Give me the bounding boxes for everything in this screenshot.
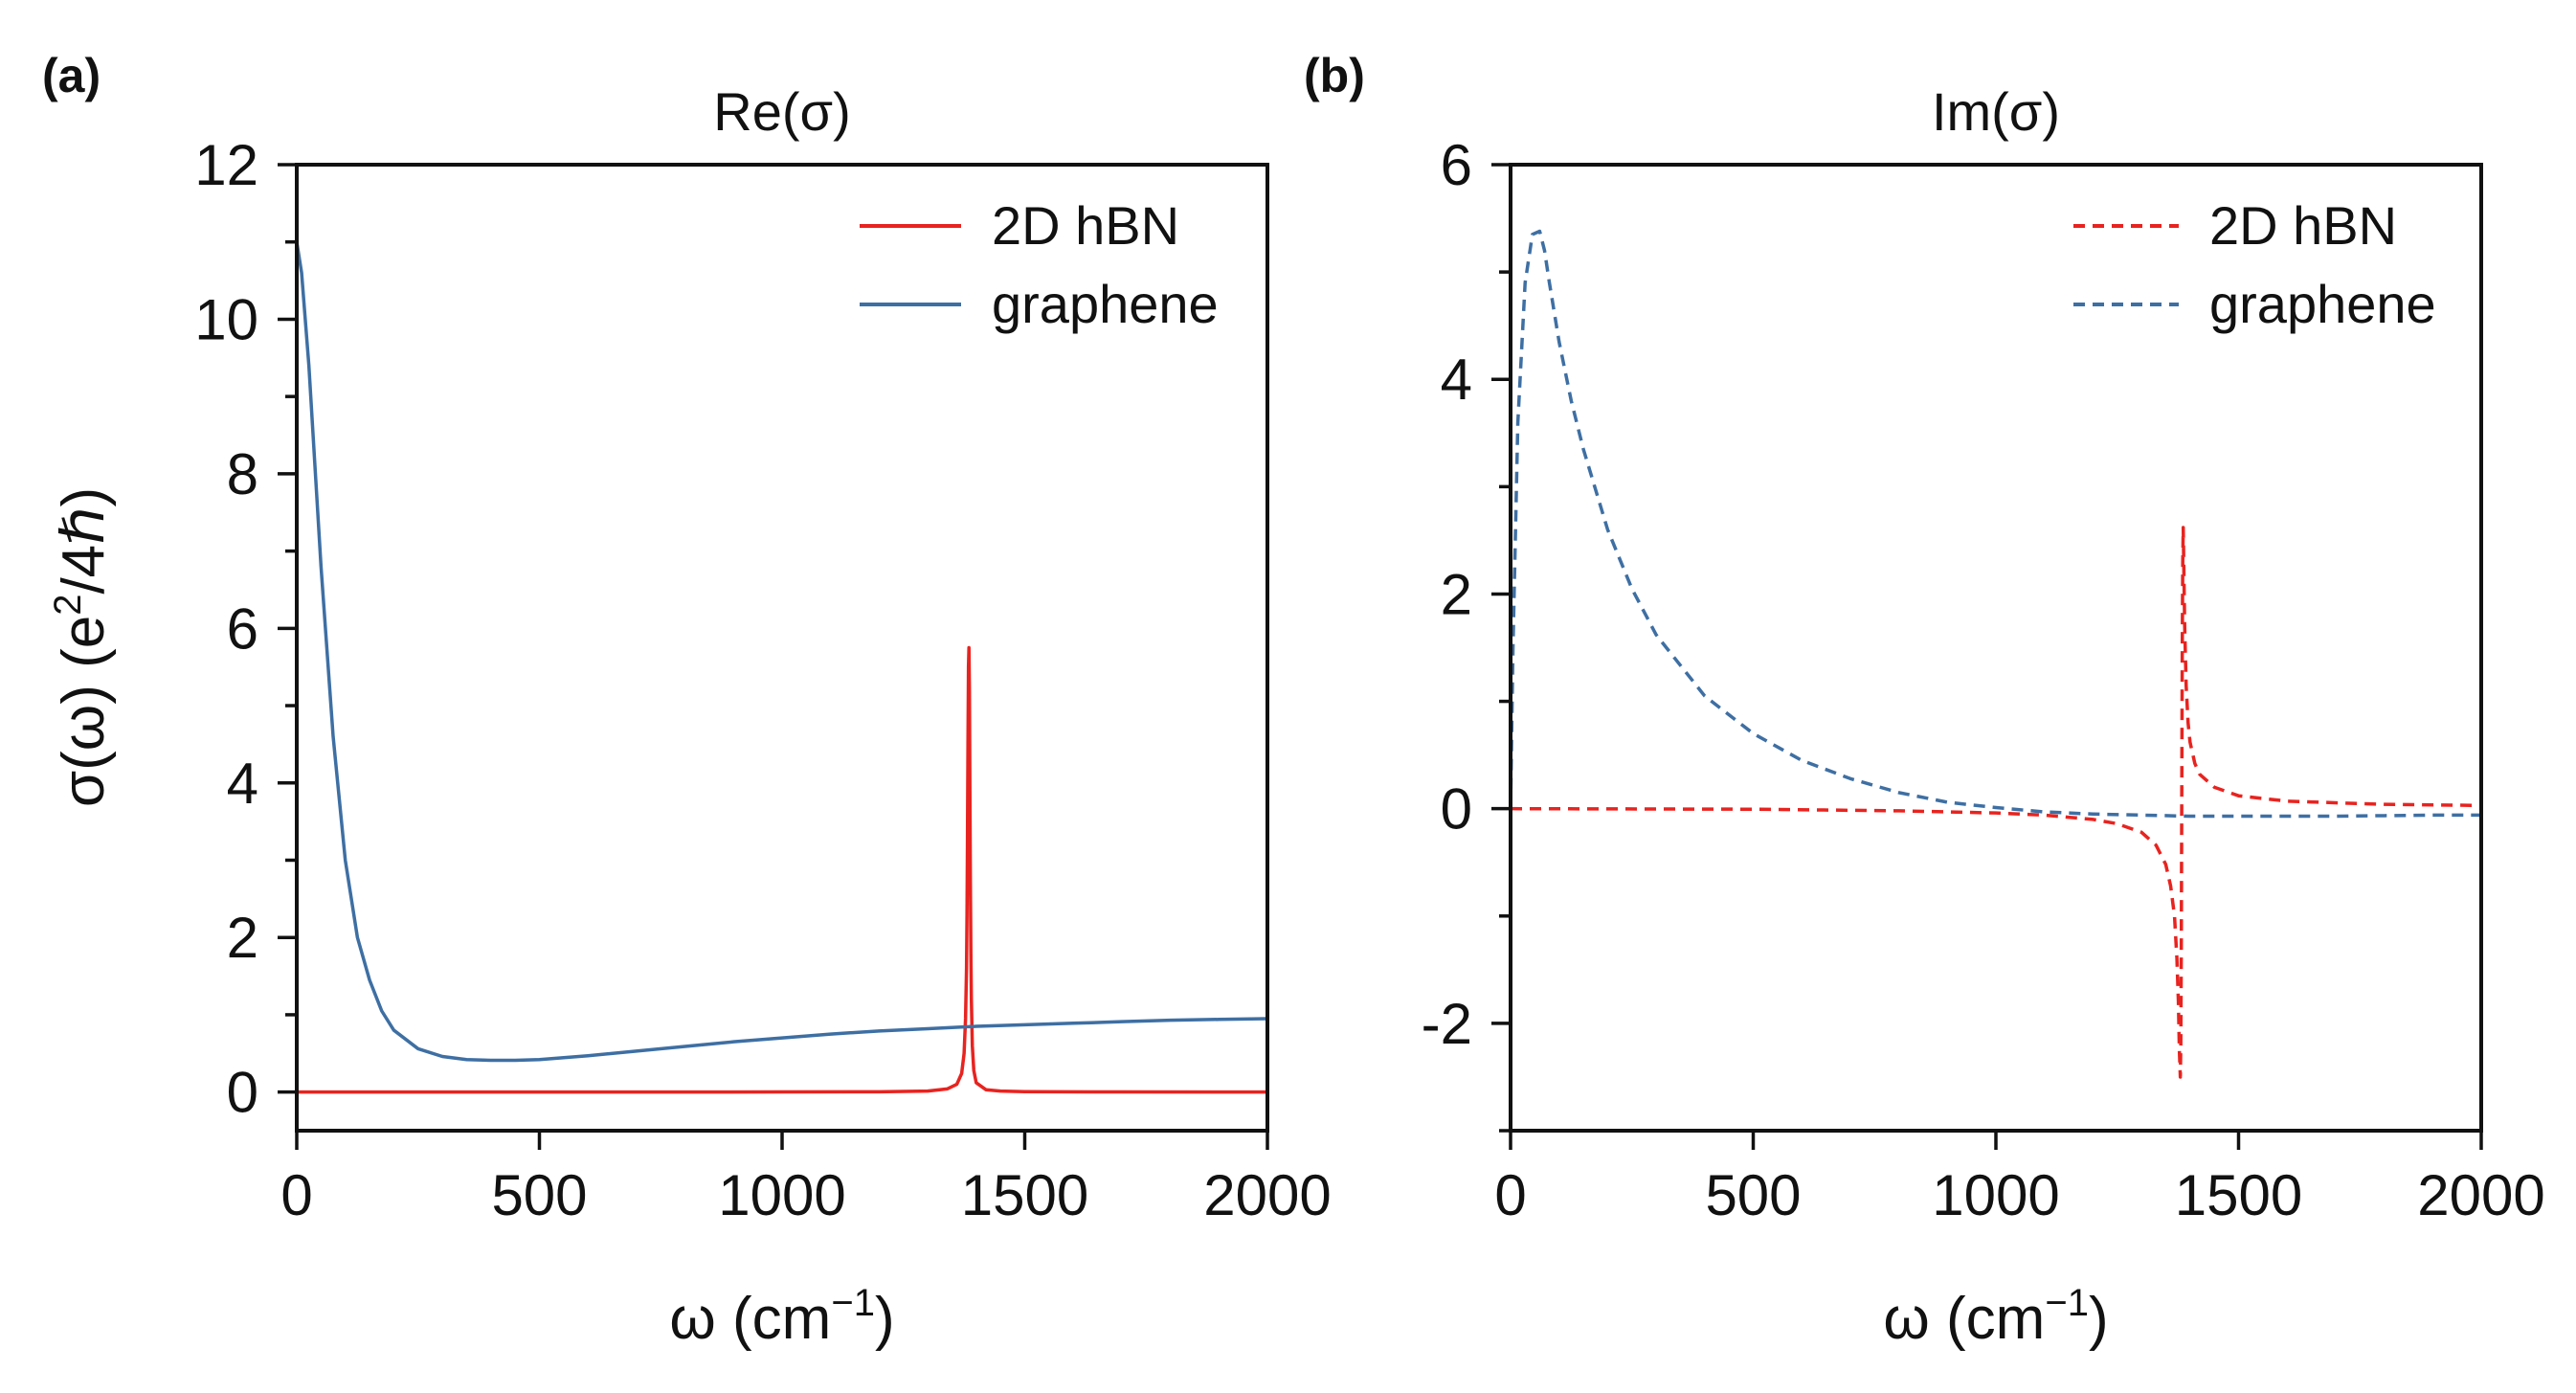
y-tick-label: 8	[227, 442, 258, 506]
series-line-2d-hbn	[297, 645, 1267, 1094]
y-tick-label: 4	[227, 752, 258, 816]
y-tick-label: 6	[227, 596, 258, 661]
x-tick-label: 500	[1705, 1163, 1801, 1227]
y-tick-label: 0	[1441, 777, 1472, 842]
legend-label: graphene	[2209, 274, 2436, 334]
panel-a-title: Re(σ)	[713, 81, 850, 142]
y-tick-label: 6	[1441, 133, 1472, 197]
series-line-2d-hbn	[1511, 526, 2481, 1079]
panel-b-x-axis: 0 500 1000 1500 2000	[1494, 1131, 2545, 1227]
panel-b-title: Im(σ)	[1932, 81, 2060, 142]
x-tick-label: 1500	[961, 1163, 1088, 1227]
legend-label: 2D hBN	[992, 195, 1179, 256]
y-tick-label: 0	[227, 1061, 258, 1125]
panel-a-x-axis: 0 500 1000 1500 2000	[280, 1131, 1332, 1227]
panel-b-im-sigma: (b) Im(σ) 0 500 1000 1500 2000 -2 0 2 4 6 ω (cm−…	[1304, 49, 2545, 1352]
x-tick-label: 0	[280, 1163, 312, 1227]
panel-b-x-axis-label: ω (cm−1)	[1883, 1282, 2108, 1352]
panel-a-legend: 2D hBN graphene	[860, 195, 1219, 334]
x-tick-label: 1000	[718, 1163, 845, 1227]
y-tick-label: 2	[1441, 562, 1472, 626]
panel-a-y-axis-label: σ(ω) (e2/4ℏ)	[47, 487, 117, 807]
panel-a-label: (a)	[42, 49, 101, 102]
panel-a-plot-area	[297, 241, 1267, 1094]
series-line-graphene	[1511, 229, 2481, 819]
y-tick-label: 4	[1441, 348, 1472, 412]
x-tick-label: 1500	[2175, 1163, 2302, 1227]
panel-a-y-axis: 0 2 4 6 8 10 12	[194, 133, 297, 1125]
y-tick-label: 12	[194, 133, 258, 197]
x-tick-label: 0	[1494, 1163, 1526, 1227]
panel-b-legend: 2D hBN graphene	[2073, 195, 2436, 334]
legend-label: graphene	[992, 274, 1219, 334]
series-line-graphene	[297, 241, 1267, 1063]
x-tick-label: 1000	[1932, 1163, 2059, 1227]
y-tick-label: 10	[194, 287, 258, 351]
panel-b-label: (b)	[1304, 49, 1365, 102]
panel-b-plot-area	[1511, 229, 2481, 1079]
y-tick-label: -2	[1422, 992, 1472, 1056]
legend-label: 2D hBN	[2209, 195, 2397, 256]
x-tick-label: 2000	[2417, 1163, 2544, 1227]
x-tick-label: 500	[491, 1163, 587, 1227]
y-tick-label: 2	[227, 906, 258, 970]
panel-a-re-sigma: (a) Re(σ) 0 500 1000 1500 2000 0 2 4 6 8 10 12 ω (…	[42, 49, 1332, 1352]
panel-b-y-axis: -2 0 2 4 6	[1422, 133, 1511, 1133]
panel-a-x-axis-label: ω (cm−1)	[669, 1282, 894, 1352]
x-tick-label: 2000	[1203, 1163, 1331, 1227]
